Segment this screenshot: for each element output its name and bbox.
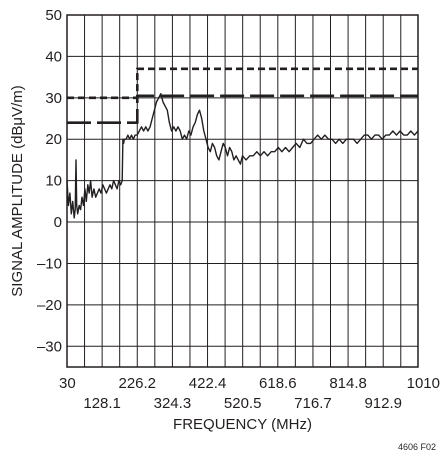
x-tick-label: 520.5	[224, 395, 262, 412]
x-tick-label: 716.7	[294, 395, 332, 412]
y-axis-title: SIGNAL AMPLITUDE (dBμV/m)	[9, 85, 26, 296]
x-tick-label: 618.6	[259, 375, 297, 392]
y-tick-label: –20	[37, 297, 62, 314]
y-tick-label: 40	[45, 48, 62, 65]
y-tick-label: 0	[54, 214, 62, 231]
x-tick-label: 226.2	[118, 375, 156, 392]
x-tick-label: 128.1	[83, 395, 121, 412]
x-tick-label: 814.8	[329, 375, 367, 392]
y-tick-label: 20	[45, 131, 62, 148]
y-tick-label: 30	[45, 90, 62, 107]
y-tick-label: –30	[37, 338, 62, 355]
x-tick-label: 1010	[407, 375, 440, 392]
y-tick-label: 10	[45, 173, 62, 190]
y-tick-label: –10	[37, 255, 62, 272]
x-axis-title: FREQUENCY (MHz)	[173, 416, 312, 433]
x-tick-labels: 30 226.2 422.4 618.6 814.8 1010 128.1 324.3 520.…	[59, 375, 440, 412]
x-tick-label: 912.9	[364, 395, 402, 412]
x-tick-label: 30	[59, 375, 76, 392]
x-tick-label: 422.4	[189, 375, 227, 392]
x-tick-label: 324.3	[154, 395, 192, 412]
y-tick-label: 50	[45, 7, 62, 24]
figure-id: 4606 F02	[398, 442, 436, 452]
y-tick-labels: 50 40 30 20 10 0 –10 –20 –30	[37, 7, 62, 355]
